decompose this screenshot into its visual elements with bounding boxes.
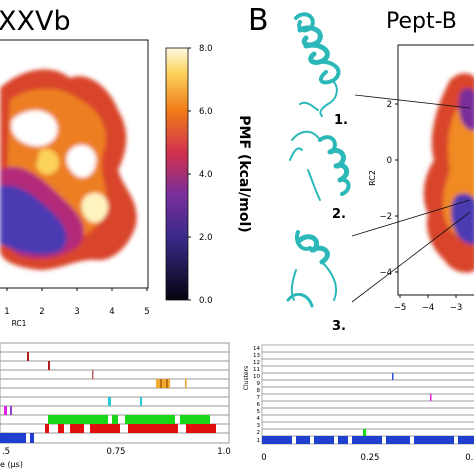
pmf-b-region-purple — [458, 88, 474, 131]
structure-label-3: 3. — [332, 319, 346, 334]
panel-a-x-tick: 2 — [39, 307, 44, 317]
structure-label-2: 2. — [332, 207, 346, 222]
panel-a-cluster-x-tick: 1.0 — [217, 447, 231, 457]
panel-b-cluster-plot: Clusters 14 13 12 11 10 9 8 7 6 — [243, 344, 474, 463]
panel-a-xlabel: RC1 — [12, 319, 27, 328]
panel-b-cluster-marks — [262, 373, 474, 444]
panel-b-cluster-y-tick: 1 — [257, 438, 261, 444]
panel-b-y-tick: −4 — [379, 268, 392, 278]
panel-b-cluster-x-tick: 0.25 — [361, 453, 380, 463]
pmf-region-light-1 — [36, 149, 59, 175]
panel-b-cluster-y-tick: 5 — [257, 409, 261, 415]
panel-b-y-tick: −2 — [379, 212, 392, 222]
panel-b-letter: B — [248, 3, 269, 38]
panel-a-cluster-x-tick: .5 — [2, 447, 10, 457]
panel-b-x-tick: −5 — [394, 303, 407, 313]
panel-a-x-ticks: 1 2 3 4 5 — [4, 288, 150, 317]
helix-structure-1 — [294, 12, 341, 117]
panel-b-cluster-y-tick: 12 — [253, 360, 260, 366]
panel-b-cluster-y-tick: 11 — [253, 367, 260, 373]
panel-a-cluster-x-tick: 0.75 — [107, 447, 126, 457]
colorbar-tick: 2.0 — [199, 233, 213, 243]
pmf-region-white-3 — [81, 192, 109, 223]
panel-a-x-tick: 1 — [4, 307, 9, 317]
panel-b-cluster-x-tick: 0.5 — [465, 453, 474, 463]
panel-b-x-tick: −4 — [422, 303, 435, 313]
panel-a-x-tick: 4 — [109, 307, 114, 317]
colorbar-gradient — [165, 47, 189, 301]
panel-b-cluster-y-tick: 2 — [257, 430, 261, 436]
pmf-region-white-1 — [11, 110, 58, 147]
panel-a-cluster-plot: .5 0.75 1.0 e (μs) — [0, 342, 231, 469]
panel-a-cluster-marks — [0, 352, 216, 443]
structure-label-1: 1. — [334, 113, 348, 128]
panel-a-cluster-xlabel: e (μs) — [0, 460, 23, 469]
pointer-line-3 — [351, 211, 471, 303]
pmf-region-blue — [0, 185, 67, 255]
pointer-line-2 — [351, 199, 471, 237]
colorbar-tick: 8.0 — [199, 44, 213, 54]
panel-b-ylabel: RC2 — [368, 170, 377, 186]
colorbar-tick: 0.0 — [199, 296, 213, 306]
pmf-b-region-blue — [451, 193, 474, 245]
panel-b-cluster-y-tick: 14 — [253, 346, 260, 352]
panel-b-cluster-y-tick: 13 — [253, 353, 260, 359]
helix-structure-2 — [289, 130, 351, 201]
panel-a-x-tick: 3 — [74, 307, 79, 317]
panel-b-x-tick: −3 — [450, 303, 463, 313]
colorbar-label: PMF (kcal/mol) — [236, 115, 252, 232]
panel-b-heatmap: 2 0 −2 −4 RC2 −5 −4 −3 — [351, 44, 474, 313]
panel-b-title: Pept-B — [386, 9, 457, 34]
panel-b-cluster-x-tick: 0 — [261, 453, 266, 463]
panel-a-x-tick: 5 — [144, 307, 149, 317]
pointer-line-1 — [354, 94, 471, 109]
panel-b-cluster-y-tick: 4 — [257, 416, 261, 422]
pmf-region-white-2 — [66, 145, 96, 178]
panel-b-cluster-y-tick: 6 — [257, 402, 261, 408]
helix-structures — [286, 12, 351, 308]
panel-b-cluster-y-tick: 9 — [257, 381, 261, 387]
colorbar-tick: 6.0 — [199, 107, 213, 117]
helix-structure-3 — [286, 230, 338, 308]
colorbar-tick: 4.0 — [199, 170, 213, 180]
panel-b-cluster-y-tick: 8 — [257, 388, 261, 394]
panel-b-cluster-ylabel: Clusters — [243, 366, 250, 390]
panel-b-y-tick: 0 — [387, 156, 392, 166]
panel-b-y-tick: 2 — [387, 100, 392, 110]
panel-a-title: XXVb — [0, 6, 71, 37]
colorbar: 8.0 6.0 4.0 2.0 0.0 PMF (kcal/mol) — [165, 44, 252, 306]
panel-b-cluster-y-tick: 7 — [257, 395, 261, 401]
panel-b-cluster-y-tick: 3 — [257, 423, 261, 429]
panel-a-heatmap: 1 2 3 4 5 RC1 — [0, 39, 150, 328]
panel-b-cluster-y-tick: 10 — [253, 374, 260, 380]
